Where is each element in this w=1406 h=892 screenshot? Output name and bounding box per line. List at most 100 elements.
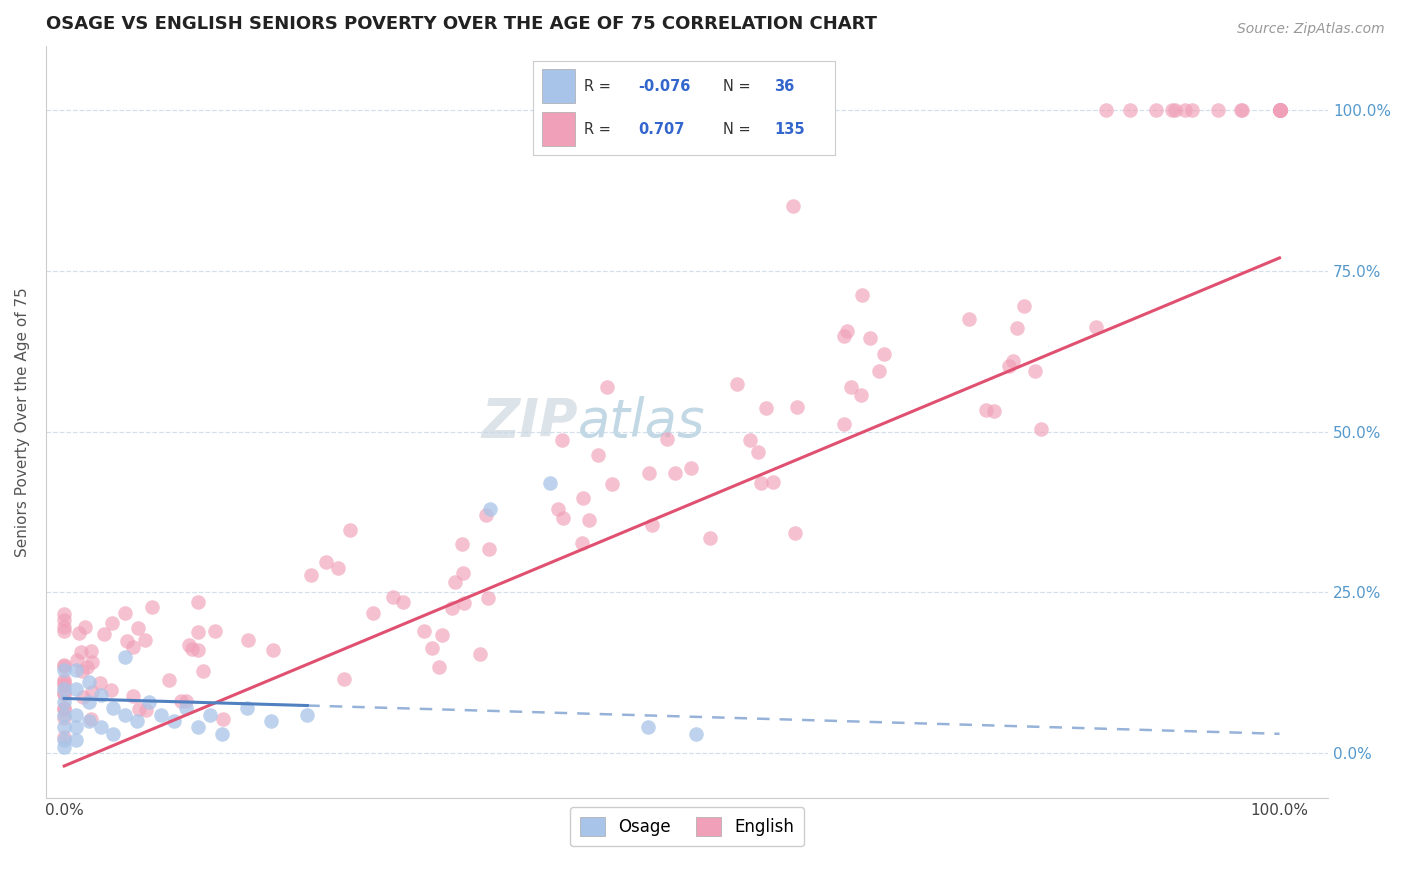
Point [134,633,156,648]
Point [89,676,111,690]
Point [740,434,762,448]
Point [117,633,139,648]
Point [859,331,882,345]
Point [187,642,209,657]
Point [328,561,350,575]
Point [851,288,873,302]
Point [578,513,600,527]
Point [470,647,492,661]
Point [478,501,501,516]
Text: ZIP: ZIP [482,396,578,448]
Point [53,613,76,627]
Point [204,624,226,639]
Point [93,627,115,641]
Point [53,678,76,692]
Point [65,707,87,722]
Point [53,686,76,700]
Point [53,720,76,734]
Point [141,600,163,615]
Point [77,714,100,728]
Point [747,445,769,459]
Point [72,690,94,704]
Point [53,730,76,744]
Point [1031,422,1053,436]
Point [211,727,233,741]
Point [53,620,76,634]
Point [53,607,76,621]
Point [983,404,1005,418]
Point [65,663,87,677]
Point [430,628,453,642]
Point [65,681,87,696]
Point [832,417,855,431]
Point [749,476,772,491]
Point [551,433,574,447]
Point [841,380,863,394]
Point [187,624,209,639]
Point [53,657,76,672]
Point [538,475,561,490]
Point [262,643,284,657]
Point [127,621,149,635]
Point [76,660,98,674]
Point [655,433,678,447]
Point [127,714,149,728]
Point [53,688,76,702]
Point [1119,103,1142,117]
Point [1005,321,1028,335]
Point [1181,103,1204,117]
Point [315,555,337,569]
Point [82,655,104,669]
Point [100,682,122,697]
Point [600,477,623,491]
Point [53,702,76,716]
Point [187,720,209,734]
Point [441,601,464,615]
Point [832,329,855,343]
Point [80,712,103,726]
Point [1206,103,1229,117]
Point [637,720,659,734]
Point [53,673,76,687]
Point [835,324,858,338]
Point [90,688,112,702]
Point [586,449,609,463]
Point [80,643,103,657]
Text: OSAGE VS ENGLISH SENIORS POVERTY OVER THE AGE OF 75 CORRELATION CHART: OSAGE VS ENGLISH SENIORS POVERTY OVER TH… [46,15,877,33]
Point [1085,320,1108,334]
Point [451,566,474,580]
Point [181,642,204,657]
Point [90,720,112,734]
Legend: Osage, English: Osage, English [569,807,804,847]
Point [65,720,87,734]
Point [1230,103,1253,117]
Point [762,475,785,489]
Point [101,727,124,741]
Text: Source: ZipAtlas.com: Source: ZipAtlas.com [1237,22,1385,37]
Point [392,595,415,609]
Point [596,380,619,394]
Point [122,640,145,655]
Point [187,595,209,609]
Point [1268,103,1291,117]
Point [957,312,980,326]
Point [53,711,76,725]
Point [53,681,76,696]
Point [150,707,173,722]
Point [679,460,702,475]
Point [1268,103,1291,117]
Point [70,665,93,679]
Point [453,596,475,610]
Point [333,673,356,687]
Point [637,466,659,480]
Point [198,707,221,722]
Point [664,467,686,481]
Point [77,675,100,690]
Point [1268,103,1291,117]
Point [114,707,136,722]
Point [699,531,721,545]
Point [235,701,257,715]
Point [974,402,997,417]
Point [53,624,76,638]
Point [782,199,804,213]
